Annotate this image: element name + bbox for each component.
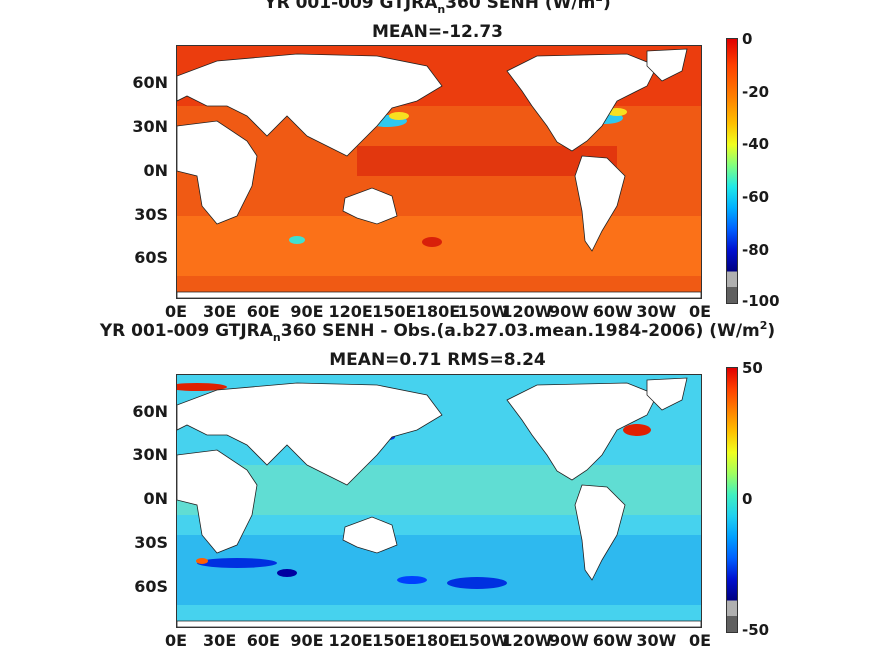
panel2-title-sup: 2	[759, 319, 768, 332]
panel2-ytick-30n: 30N	[132, 445, 168, 464]
panel2-so-anom3	[447, 577, 507, 589]
panel1-tropical-band	[357, 146, 617, 176]
panel1-xtick-7: 150W	[457, 302, 509, 321]
panel2-xtick-4: 120E	[328, 631, 373, 650]
panel1-map-svg	[177, 46, 701, 298]
panel1-xtick-12: 0E	[688, 302, 712, 321]
panel2-title-prefix: YR 001-009 GTJRA	[99, 321, 273, 341]
panel1-cbar-tick-0: 0	[742, 30, 753, 48]
panel2-xtick-9: 90W	[549, 631, 589, 650]
panel1-title-sub: n	[437, 3, 446, 16]
panel1-title: YR 001-009 GTJRAn360 SENH (W/m2)	[0, 0, 875, 16]
panel1-xtick-5: 150E	[372, 302, 417, 321]
panel1-cbar-tick-1: -20	[742, 83, 770, 101]
panel2-map-svg	[177, 375, 701, 627]
panel1-cbar-tick-4: -80	[742, 241, 770, 259]
panel1-xtick-6: 180E	[415, 302, 461, 321]
panel1-xtick-4: 120E	[328, 302, 373, 321]
panel1-southern-band	[177, 216, 701, 276]
panel1-xtick-0: 0E	[164, 302, 188, 321]
panel1-agulhas	[289, 236, 305, 244]
panel2-xtick-0: 0E	[164, 631, 188, 650]
panel1-ytick-60s: 60S	[134, 248, 168, 267]
panel2-colorbar	[726, 367, 738, 633]
panel2-ytick-60s: 60S	[134, 577, 168, 596]
panel1-xtick-1: 30E	[203, 302, 237, 321]
panel1-cbar-tick-3: -60	[742, 188, 770, 206]
panel2-xtick-8: 120W	[501, 631, 553, 650]
panel2-ytick-30s: 30S	[134, 533, 168, 552]
panel1-map	[176, 45, 702, 299]
panel2-xtick-12: 0E	[688, 631, 712, 650]
panel2-land	[177, 377, 701, 627]
panel2-southern-band	[177, 535, 701, 605]
panel2-ytick-60n: 60N	[132, 402, 168, 421]
panel2-title-suffix: 360 SENH - Obs.(a.b27.03.mean.1984-2006)…	[280, 321, 760, 341]
panel2-xtick-10: 60W	[592, 631, 633, 650]
panel1-ytick-0n: 0N	[143, 161, 168, 180]
panel2-so-anom4	[397, 576, 427, 584]
panel1-xtick-10: 60W	[592, 302, 633, 321]
panel2-xtick-11: 30W	[636, 631, 677, 650]
panel2-xtick-1: 30E	[203, 631, 237, 650]
panel2-cbar-tick-0: 0	[742, 490, 753, 508]
panel1-land	[177, 48, 701, 298]
panel2-xtick-6: 180E	[415, 631, 461, 650]
panel2-xtick-3: 90E	[290, 631, 324, 650]
panel1-ytick-30n: 30N	[132, 117, 168, 136]
panel2-cbar-tick-m50: -50	[742, 621, 770, 639]
panel1-title-sup: 2	[595, 0, 603, 4]
panel1-stats: MEAN=-12.73	[372, 22, 503, 42]
panel2-so-anom2	[277, 569, 297, 577]
panel2-xtick-2: 60E	[246, 631, 280, 650]
panel1-xtick-9: 90W	[549, 302, 589, 321]
panel1-colorbar	[726, 38, 738, 304]
panel1-xtick-11: 30W	[636, 302, 677, 321]
panel2-map	[176, 374, 702, 628]
panel1-ytick-30s: 30S	[134, 205, 168, 224]
panel1-title-close: )	[602, 0, 611, 13]
panel2-cbar-tick-50: 50	[742, 359, 763, 377]
panel2-xtick-7: 150W	[457, 631, 509, 650]
panel2-title: YR 001-009 GTJRAn360 SENH - Obs.(a.b27.0…	[0, 319, 875, 344]
panel2-gulfstream-anom	[623, 424, 651, 436]
panel1-cbar-tick-2: -40	[742, 135, 770, 153]
panel2-title-close: )	[767, 321, 776, 341]
panel2-xtick-5: 150E	[372, 631, 417, 650]
panel2-so-warm1	[196, 558, 208, 564]
panel1-title-prefix: YR 001-009 GTJRA	[264, 0, 438, 13]
panel1-xtick-8: 120W	[501, 302, 553, 321]
panel1-xtick-3: 90E	[290, 302, 324, 321]
panel1-ytick-60n: 60N	[132, 73, 168, 92]
panel1-tasman	[422, 237, 442, 247]
panel2-title-sub: n	[272, 331, 281, 344]
panel1-xtick-2: 60E	[246, 302, 280, 321]
panel1-title-suffix: 360 SENH (W/m	[445, 0, 596, 13]
panel1-kuroshio-edge	[389, 112, 409, 120]
panel2-stats: MEAN=0.71 RMS=8.24	[329, 350, 546, 370]
panel2-ytick-0n: 0N	[143, 489, 168, 508]
panel2-so-anom1	[197, 558, 277, 568]
panel1-cbar-tick-5: -100	[742, 292, 780, 310]
panel2-arctic-anom	[177, 383, 227, 391]
